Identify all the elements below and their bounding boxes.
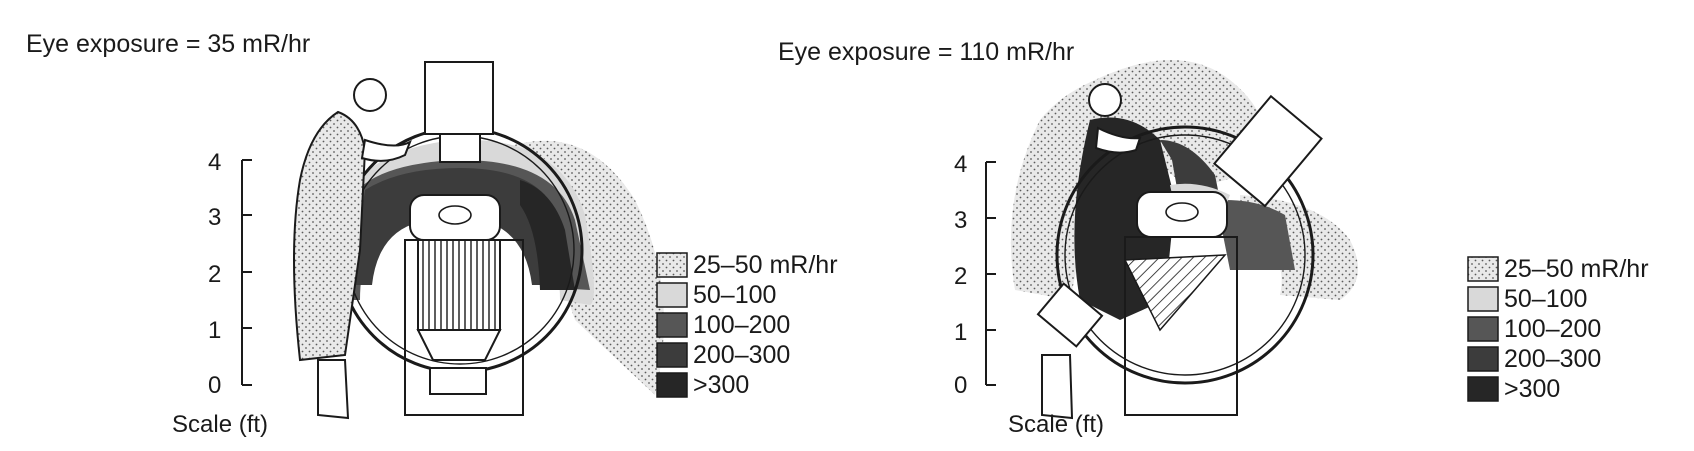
panel-right-diagram: Eye exposure = 110 mR/hr 4 3 2 1 0 Scale… xyxy=(778,38,1649,438)
scale-label: Scale (ft) xyxy=(172,411,268,438)
scale-axis xyxy=(241,159,252,386)
patient-organ xyxy=(438,205,472,225)
operator-head xyxy=(353,78,387,112)
legend-swatch-50-100 xyxy=(656,282,688,308)
legend: 25–50 mR/hr 50–100 100–200 200–300 >300 xyxy=(1467,255,1649,403)
legend-label-over-300: >300 xyxy=(693,371,749,399)
image-intensifier-cone xyxy=(416,329,502,361)
image-detector xyxy=(429,367,487,395)
operator-legs xyxy=(317,359,350,420)
legend: 25–50 mR/hr 50–100 100–200 200–300 >300 xyxy=(656,251,838,399)
table-base xyxy=(1124,236,1238,416)
panel-title: Eye exposure = 35 mR/hr xyxy=(26,30,310,58)
legend-swatch-200-300 xyxy=(656,342,688,368)
scale-tick-4: 4 xyxy=(208,149,221,176)
image-detector-angled xyxy=(1036,282,1104,348)
xray-tube-housing-angled xyxy=(1212,94,1323,208)
patient-torso xyxy=(1136,191,1228,238)
scale-tick-3: 3 xyxy=(208,204,221,231)
scale-tick-2: 2 xyxy=(208,261,221,288)
legend-label-100-200: 100–200 xyxy=(693,311,790,339)
legend-label-50-100: 50–100 xyxy=(1504,285,1587,313)
patient-organ xyxy=(1165,202,1199,222)
panel-title: Eye exposure = 110 mR/hr xyxy=(778,38,1074,66)
legend-label-25-50: 25–50 mR/hr xyxy=(1504,255,1649,283)
legend-swatch-25-50 xyxy=(656,252,688,278)
legend-label-200-300: 200–300 xyxy=(1504,345,1601,373)
scale-tick-0: 0 xyxy=(208,372,221,399)
operator-apron xyxy=(293,110,367,362)
scale-tick-3: 3 xyxy=(954,207,967,234)
legend-swatch-25-50 xyxy=(1467,256,1499,282)
scale-tick-2: 2 xyxy=(954,263,967,290)
operator-legs xyxy=(1041,354,1074,420)
panel-left-diagram: Eye exposure = 35 mR/hr 4 3 2 1 0 Scale … xyxy=(26,30,838,438)
collimator xyxy=(439,133,481,163)
scale-tick-4: 4 xyxy=(954,151,967,178)
scale-tick-1: 1 xyxy=(954,319,967,346)
image-intensifier-grid xyxy=(417,239,501,331)
scale-label: Scale (ft) xyxy=(1008,411,1104,438)
legend-label-100-200: 100–200 xyxy=(1504,315,1601,343)
operator-arm xyxy=(360,138,412,162)
beam-scatter-wedge xyxy=(1123,254,1227,332)
legend-swatch-100-200 xyxy=(656,312,688,338)
scale-axis xyxy=(985,161,996,386)
isodose-over-300-region xyxy=(520,180,575,290)
legend-label-over-300: >300 xyxy=(1504,375,1560,403)
legend-swatch-100-200 xyxy=(1467,316,1499,342)
scale-tick-1: 1 xyxy=(208,317,221,344)
legend-swatch-over-300 xyxy=(1467,376,1499,402)
patient-torso xyxy=(409,194,501,241)
operator-head xyxy=(1088,83,1122,117)
panel-right: Eye exposure = 110 mR/hr 4 3 2 1 0 Scale… xyxy=(760,0,1694,446)
table-base xyxy=(404,239,524,416)
legend-label-200-300: 200–300 xyxy=(693,341,790,369)
operator-arm xyxy=(1094,126,1142,154)
isodose-200-300-region xyxy=(352,168,560,285)
xray-tube-housing xyxy=(424,61,494,135)
legend-swatch-200-300 xyxy=(1467,346,1499,372)
legend-label-50-100: 50–100 xyxy=(693,281,776,309)
scale-tick-0: 0 xyxy=(954,372,967,399)
legend-swatch-50-100 xyxy=(1467,286,1499,312)
isodose-100-200-region xyxy=(1222,200,1295,270)
legend-label-25-50: 25–50 mR/hr xyxy=(693,251,838,279)
legend-swatch-over-300 xyxy=(656,372,688,398)
panel-left: Eye exposure = 35 mR/hr 4 3 2 1 0 Scale … xyxy=(0,0,847,446)
c-arm-ring xyxy=(1055,125,1315,385)
